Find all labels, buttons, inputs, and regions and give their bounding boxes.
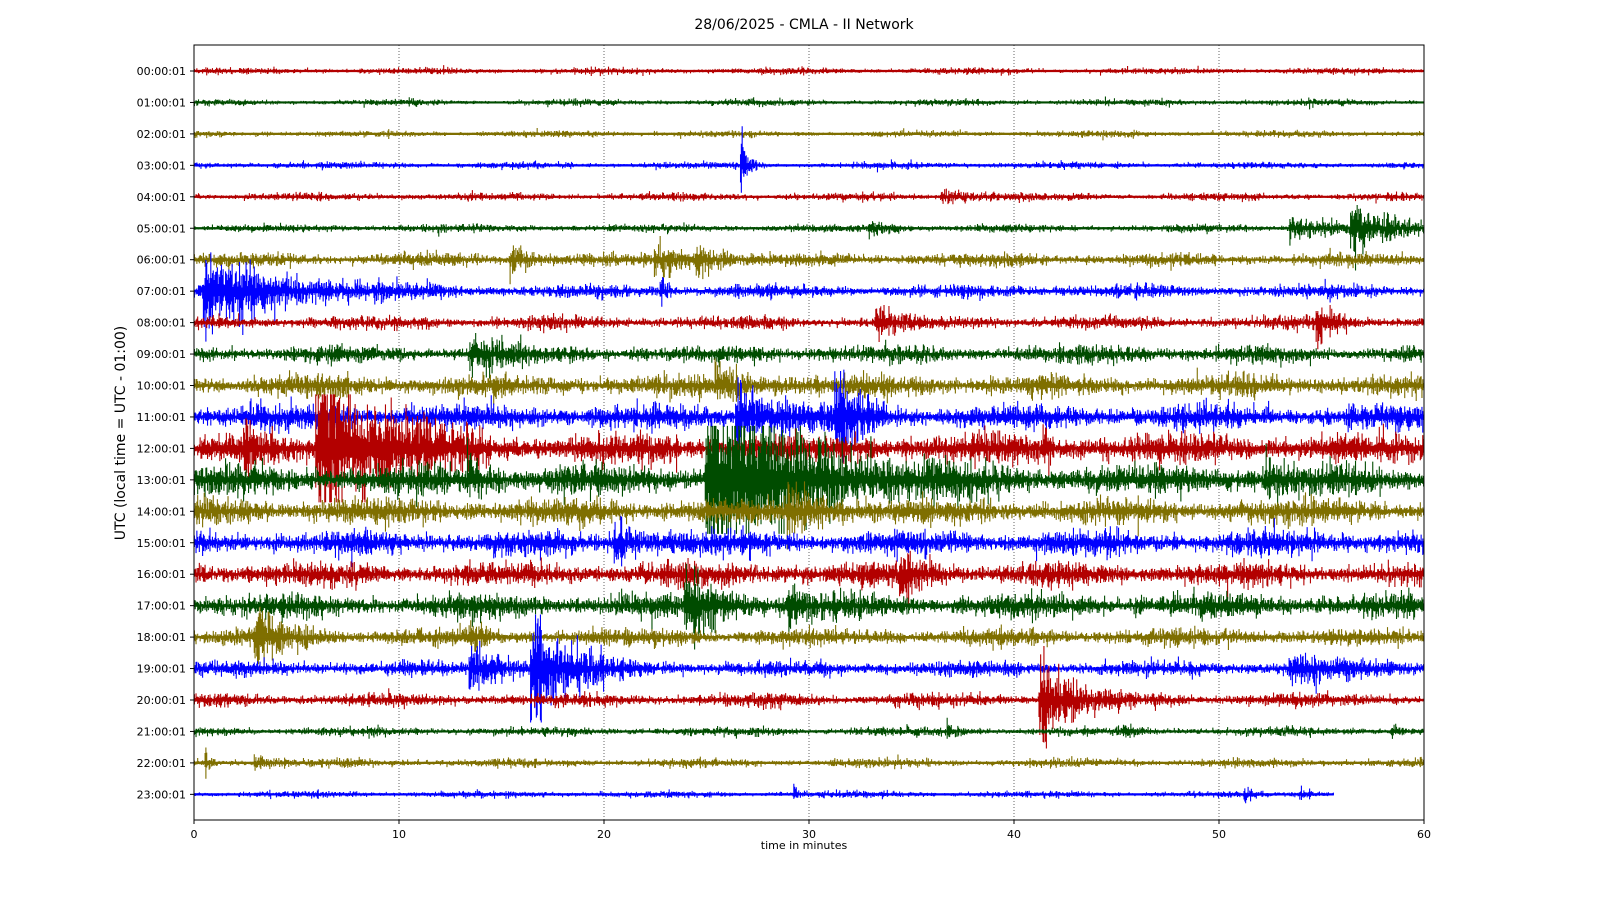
y-tick-label: 14:00:01: [137, 505, 186, 518]
y-tick-label: 10:00:01: [137, 380, 186, 393]
y-tick-label: 01:00:01: [137, 96, 186, 109]
y-tick-label: 08:00:01: [137, 317, 186, 330]
x-tick-label: 20: [597, 828, 611, 841]
x-tick-label: 0: [191, 828, 198, 841]
x-tick-labels: 0 10 20 30 40 50 60: [191, 820, 1431, 841]
x-tick-label: 10: [392, 828, 406, 841]
x-tick-label: 30: [802, 828, 816, 841]
y-tick-label: 19:00:01: [137, 663, 186, 676]
y-tick-label: 18:00:01: [137, 631, 186, 644]
y-tick-label: 23:00:01: [137, 788, 186, 801]
y-tick-label: 00:00:01: [137, 65, 186, 78]
y-axis-label: UTC (local time = UTC - 01:00): [113, 326, 129, 541]
x-tick-label: 50: [1212, 828, 1226, 841]
y-tick-label: 21:00:01: [137, 725, 186, 738]
y-tick-label: 06:00:01: [137, 254, 186, 267]
y-tick-label: 20:00:01: [137, 694, 186, 707]
y-tick-label: 16:00:01: [137, 568, 186, 581]
x-tick-label: 40: [1007, 828, 1021, 841]
y-tick-label: 13:00:01: [137, 474, 186, 487]
y-tick-label: 05:00:01: [137, 222, 186, 235]
x-tick-label: 60: [1417, 828, 1431, 841]
y-tick-label: 04:00:01: [137, 191, 186, 204]
plot-frame: [193, 44, 1425, 821]
y-tick-label: 15:00:01: [137, 537, 186, 550]
y-tick-labels: 00:00:01 01:00:01 02:00:01 03:00:01 04:00:01…: [137, 65, 194, 801]
y-tick-label: 07:00:01: [137, 285, 186, 298]
y-tick-label: 17:00:01: [137, 600, 186, 613]
trace-group: [193, 65, 1425, 804]
y-tick-label: 12:00:01: [137, 442, 186, 455]
x-axis-label: time in minutes: [761, 839, 848, 852]
y-tick-label: 22:00:01: [137, 757, 186, 770]
y-tick-label: 03:00:01: [137, 159, 186, 172]
chart-title: 28/06/2025 - CMLA - II Network: [694, 17, 914, 33]
y-tick-label: 11:00:01: [137, 411, 186, 424]
y-tick-label: 02:00:01: [137, 128, 186, 141]
y-tick-label: 09:00:01: [137, 348, 186, 361]
trace-15-00-01: [193, 515, 1425, 567]
